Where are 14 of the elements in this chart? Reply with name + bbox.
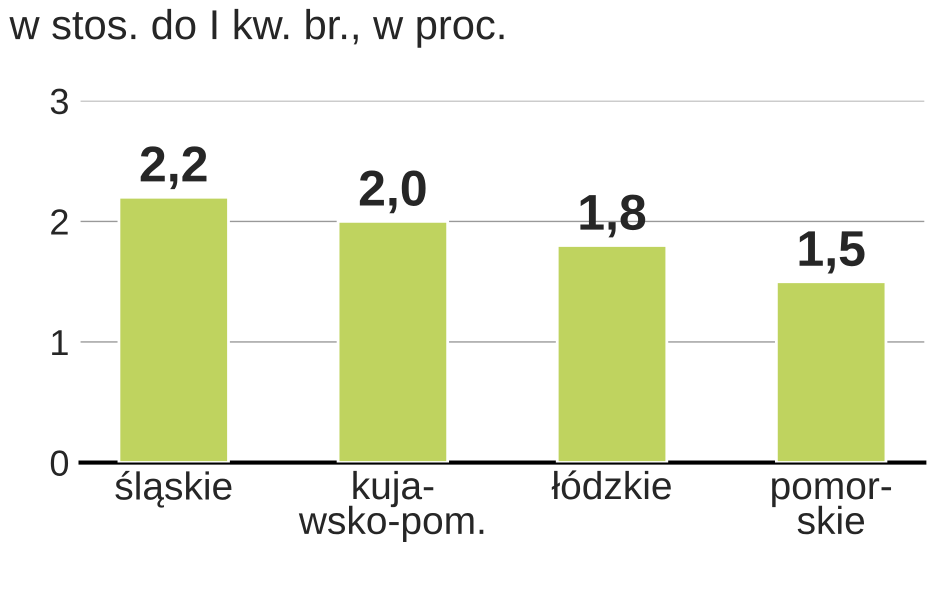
data-label: 2,2	[140, 146, 206, 190]
bar	[336, 220, 450, 463]
y-tick-label: 0	[50, 450, 68, 476]
x-tick-label: śląskie	[115, 470, 232, 508]
y-tick-label: 1	[52, 330, 68, 356]
y-tick-label: 3	[50, 88, 68, 114]
data-label: 1,8	[580, 194, 646, 238]
chart-title: w stos. do I kw. br., w proc.	[9, 8, 504, 48]
x-tick-label: łódzkie	[552, 470, 671, 500]
x-tick-label: pomor- skie	[772, 478, 892, 534]
data-label: 2,0	[360, 170, 426, 214]
data-label: 1,5	[800, 231, 865, 274]
x-tick-label: kuja- wsko-pom.	[298, 470, 484, 542]
y-tick-label: 2	[51, 209, 68, 234]
